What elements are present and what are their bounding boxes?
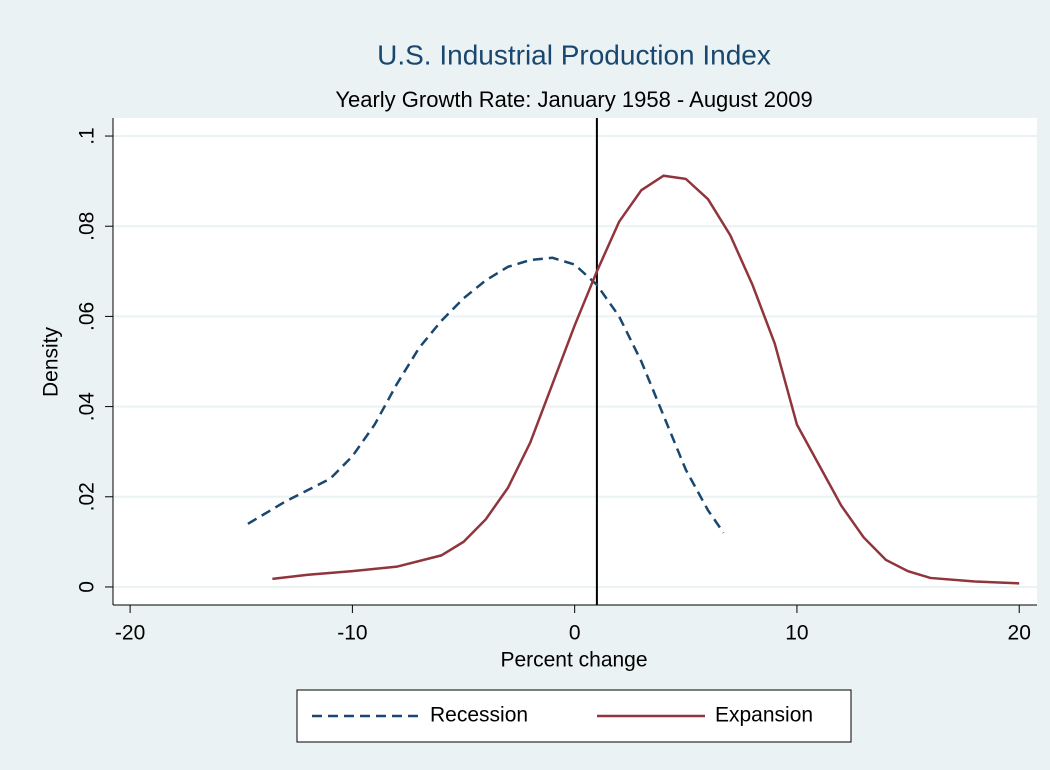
series-line bbox=[247, 256, 725, 534]
y-tick-label: .06 bbox=[76, 302, 99, 331]
y-tick-label: 0 bbox=[76, 581, 99, 593]
y-tick-label: .02 bbox=[76, 482, 99, 511]
legend-label: Expansion bbox=[715, 704, 813, 727]
y-axis-title: Density bbox=[40, 326, 63, 397]
chart-title: U.S. Industrial Production Index bbox=[377, 39, 771, 70]
y-tick-label: .08 bbox=[76, 212, 99, 241]
y-tick-label: .04 bbox=[76, 392, 99, 422]
y-tick-label: .1 bbox=[76, 127, 99, 145]
legend-label: Recession bbox=[430, 704, 528, 727]
legend bbox=[296, 689, 852, 743]
plot-area bbox=[113, 118, 1037, 605]
x-axis-title: Percent change bbox=[500, 649, 647, 672]
x-tick-label: -20 bbox=[115, 622, 145, 645]
series-line bbox=[272, 174, 1020, 585]
x-tick-label: 0 bbox=[569, 622, 581, 645]
x-tick-label: 10 bbox=[785, 622, 808, 645]
chart-subtitle: Yearly Growth Rate: January 1958 - Augus… bbox=[335, 87, 812, 112]
x-tick-label: 20 bbox=[1008, 622, 1031, 645]
x-tick-label: -10 bbox=[337, 622, 367, 645]
